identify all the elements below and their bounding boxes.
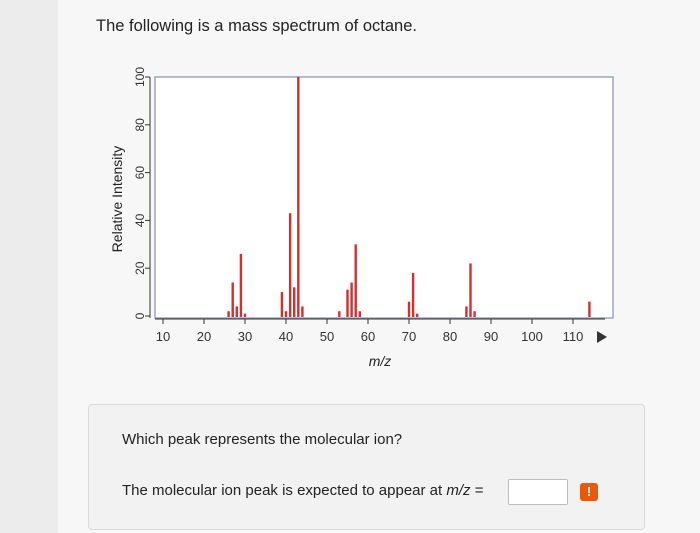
x-tick-label: 90 (484, 329, 498, 344)
x-tick-label: 110 (563, 329, 584, 344)
spectrum-peak (243, 313, 247, 317)
spectrum-peak (588, 301, 591, 317)
spectrum-peak (416, 313, 419, 317)
y-tick-label: 80 (133, 118, 147, 132)
y-tick-label: 0 (133, 312, 147, 319)
spectrum-peak (354, 244, 357, 317)
spectrum-peak (407, 301, 411, 317)
molecular-ion-answer-input[interactable] (508, 479, 568, 505)
y-tick-label: 40 (133, 213, 147, 227)
y-tick-label: 60 (133, 166, 147, 180)
spectrum-peak (469, 263, 472, 317)
x-axis-arrow-icon (597, 331, 607, 343)
spectrum-peak (239, 253, 243, 317)
x-axis-label: m/z (369, 353, 392, 369)
mass-spectrum-chart: 0 20 40 60 80 100 10 20 30 40 50 60 70 80 90 100 110 m/z R… (109, 67, 614, 369)
x-tick-label: 40 (279, 329, 293, 344)
question-text: Which peak represents the molecular ion? (122, 431, 403, 448)
spectrum-peak (350, 282, 353, 317)
spectrum-peak (231, 282, 234, 317)
x-tick-label: 50 (320, 329, 334, 344)
y-tick-label: 20 (133, 261, 147, 275)
spectrum-peak (465, 306, 468, 317)
spectrum-peak (280, 292, 284, 317)
warning-icon: ! (580, 483, 598, 501)
spectrum-peak (346, 289, 349, 317)
spectrum-peak (301, 306, 304, 317)
plot-area (154, 76, 614, 319)
question-panel (88, 404, 645, 530)
spectrum-peak (235, 306, 238, 317)
spectrum-peak (288, 213, 292, 317)
spectrum-peak (358, 311, 361, 317)
spectrum-peak (227, 311, 230, 317)
answer-variable: m/z (446, 482, 471, 499)
x-tick-label: 80 (443, 329, 457, 344)
x-tick-label: 60 (361, 329, 375, 344)
x-tick-label: 100 (521, 329, 543, 344)
x-tick-label: 20 (197, 329, 211, 344)
y-tick-label: 100 (133, 67, 147, 87)
x-tick-label: 10 (156, 329, 170, 344)
x-tick-label: 70 (402, 329, 416, 344)
spectrum-peak (473, 311, 476, 317)
x-tick-label: 30 (238, 329, 252, 344)
intro-text: The following is a mass spectrum of octa… (96, 17, 417, 35)
answer-prefix: The molecular ion peak is expected to ap… (122, 482, 447, 499)
spectrum-peak (293, 287, 296, 317)
spectrum-peak (411, 272, 415, 317)
answer-label: The molecular ion peak is expected to ap… (122, 482, 483, 499)
spectrum-peak (338, 311, 341, 317)
answer-suffix: = (470, 482, 484, 499)
spectrum-peak (284, 311, 288, 317)
y-axis-label: Relative Intensity (109, 146, 125, 253)
spectrum-peak (297, 77, 300, 317)
